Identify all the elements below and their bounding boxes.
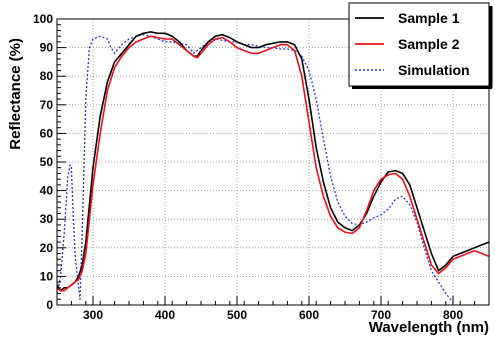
y-tick-label: 60 bbox=[40, 126, 54, 140]
y-tick-label: 90 bbox=[40, 41, 54, 55]
x-axis-label: Wavelength (nm) bbox=[369, 319, 489, 336]
series-line-sample-1 bbox=[57, 31, 489, 292]
y-axis-label: Reflectance (%) bbox=[7, 38, 24, 150]
y-tick-label: 100 bbox=[33, 12, 53, 26]
legend-label: Sample 2 bbox=[398, 36, 460, 52]
x-tick-label: 700 bbox=[371, 308, 391, 322]
y-tick-label: 40 bbox=[40, 184, 54, 198]
y-tick-label: 20 bbox=[40, 241, 54, 255]
tick-labels: 300 400 500 600 700 800 0 10 20 30 40 50 60 70 80 90 100 bbox=[33, 12, 463, 322]
y-tick-label: 10 bbox=[40, 269, 54, 283]
x-tick-label: 300 bbox=[83, 308, 103, 322]
x-tick-label: 500 bbox=[227, 308, 247, 322]
legend: Sample 1 Sample 2 Simulation bbox=[348, 2, 493, 89]
series-line-simulation bbox=[57, 34, 454, 303]
x-tick-label: 600 bbox=[299, 308, 319, 322]
x-tick-label: 800 bbox=[443, 308, 463, 322]
axis-ticks bbox=[56, 18, 490, 306]
series-line-sample-2 bbox=[57, 35, 489, 292]
data-series bbox=[57, 31, 489, 303]
y-tick-label: 80 bbox=[40, 69, 54, 83]
y-tick-label: 70 bbox=[40, 98, 54, 112]
y-tick-label: 50 bbox=[40, 155, 54, 169]
x-tick-label: 400 bbox=[155, 308, 175, 322]
y-tick-label: 30 bbox=[40, 212, 54, 226]
legend-label: Sample 1 bbox=[398, 10, 460, 26]
legend-label: Simulation bbox=[398, 62, 470, 78]
y-tick-label: 0 bbox=[46, 298, 53, 312]
